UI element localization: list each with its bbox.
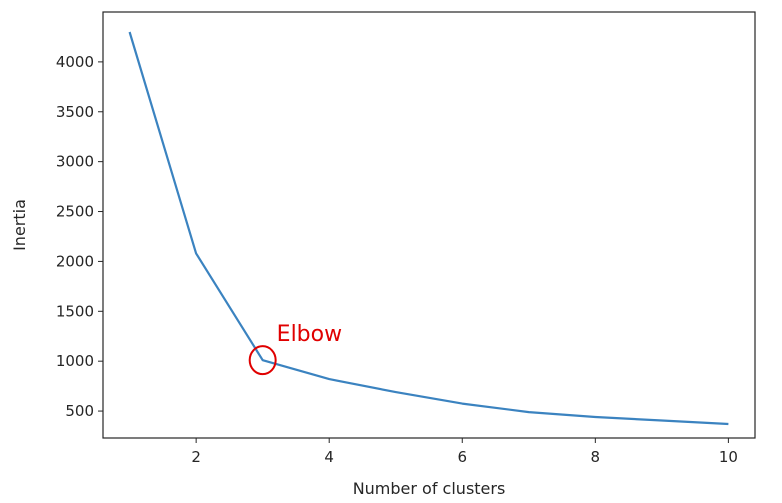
y-tick-label: 2500: [56, 203, 94, 221]
elbow-annotation: Elbow: [277, 322, 342, 347]
y-tick-label: 3000: [56, 153, 94, 171]
y-tick-label: 4000: [56, 53, 94, 71]
axes-frame: [102, 11, 756, 439]
y-tick-label: 1500: [56, 302, 94, 320]
series-line: [128, 31, 729, 426]
y-tick-label: 1000: [56, 352, 94, 370]
x-tick-label: 10: [719, 448, 738, 466]
y-tick-label: 500: [65, 402, 94, 420]
x-tick-label: 8: [591, 448, 601, 466]
x-tick-label: 6: [457, 448, 467, 466]
y-axis-label: Inertia: [10, 199, 29, 251]
y-tick-label: 3500: [56, 103, 94, 121]
elbow-marker-circle: [248, 345, 277, 376]
x-tick-label: 2: [191, 448, 201, 466]
x-tick-label: 4: [324, 448, 334, 466]
y-tick-label: 2000: [56, 252, 94, 270]
x-axis-label: Number of clusters: [353, 479, 506, 498]
plot-area: [103, 12, 755, 438]
